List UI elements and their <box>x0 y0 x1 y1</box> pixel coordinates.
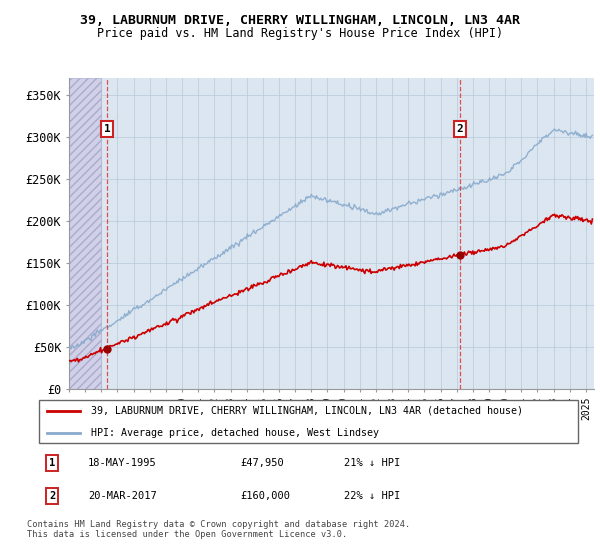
Text: 18-MAY-1995: 18-MAY-1995 <box>88 458 157 468</box>
Text: £47,950: £47,950 <box>241 458 284 468</box>
Text: 21% ↓ HPI: 21% ↓ HPI <box>344 458 401 468</box>
Text: 2: 2 <box>457 124 464 134</box>
Text: 20-MAR-2017: 20-MAR-2017 <box>88 491 157 501</box>
Text: 39, LABURNUM DRIVE, CHERRY WILLINGHAM, LINCOLN, LN3 4AR: 39, LABURNUM DRIVE, CHERRY WILLINGHAM, L… <box>80 14 520 27</box>
Text: £160,000: £160,000 <box>241 491 291 501</box>
Text: 22% ↓ HPI: 22% ↓ HPI <box>344 491 401 501</box>
Text: Contains HM Land Registry data © Crown copyright and database right 2024.
This d: Contains HM Land Registry data © Crown c… <box>27 520 410 539</box>
Text: HPI: Average price, detached house, West Lindsey: HPI: Average price, detached house, West… <box>91 428 379 438</box>
Text: 1: 1 <box>49 458 56 468</box>
Text: 1: 1 <box>104 124 110 134</box>
Text: Price paid vs. HM Land Registry's House Price Index (HPI): Price paid vs. HM Land Registry's House … <box>97 27 503 40</box>
Text: 39, LABURNUM DRIVE, CHERRY WILLINGHAM, LINCOLN, LN3 4AR (detached house): 39, LABURNUM DRIVE, CHERRY WILLINGHAM, L… <box>91 406 523 416</box>
FancyBboxPatch shape <box>39 399 578 444</box>
Bar <box>69 78 101 389</box>
Text: 2: 2 <box>49 491 56 501</box>
